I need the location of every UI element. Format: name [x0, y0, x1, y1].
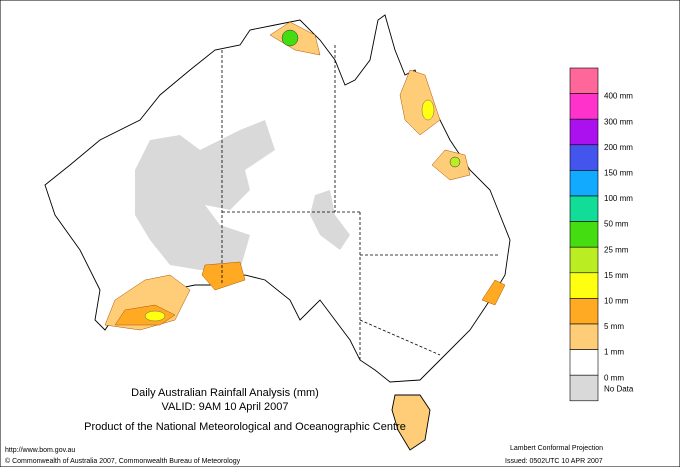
no-data-area: [135, 120, 275, 270]
title: Daily Australian Rainfall Analysis (mm): [131, 387, 319, 399]
legend-label: No Data: [604, 384, 634, 393]
rain-area: [421, 99, 435, 121]
rain-area: [201, 261, 246, 291]
legend-swatch: [569, 93, 599, 120]
legend-swatch: [569, 195, 599, 222]
tasmania: [391, 394, 431, 451]
legend-swatch: [569, 246, 599, 274]
legend-swatch: [569, 67, 599, 94]
legend-label: 1 mm: [604, 348, 624, 357]
rain-area: [144, 310, 166, 322]
product-line: Product of the National Meteorological a…: [84, 421, 406, 433]
legend-swatch: [569, 221, 599, 248]
map: [44, 14, 511, 451]
legend-label: 400 mm: [604, 92, 633, 101]
rain-area: [281, 29, 299, 47]
legend-swatch: [569, 374, 599, 402]
legend-swatch: [569, 349, 599, 376]
legend-label: 300 mm: [604, 117, 633, 126]
legend: 400 mm 300 mm 200 mm 150 mm 100 mm 50 mm 25 mm…: [569, 67, 634, 402]
copyright: © Commonwealth of Australia 2007, Common…: [5, 457, 241, 465]
legend-swatch: [569, 323, 599, 350]
legend-label: 15 mm: [604, 271, 629, 280]
legend-label: 0 mm: [604, 373, 624, 382]
projection: Lambert Conformal Projection: [510, 445, 603, 452]
legend-label: 5 mm: [604, 322, 624, 331]
issued: Issued: 0502UTC 10 APR 2007: [505, 458, 603, 465]
legend-label: 100 mm: [604, 194, 633, 203]
legend-swatch: [569, 118, 599, 146]
legend-label: 10 mm: [604, 297, 629, 306]
state-border: [359, 319, 441, 356]
legend-swatch: [569, 170, 599, 197]
valid-time: VALID: 9AM 10 April 2007: [162, 401, 289, 413]
legend-label: 25 mm: [604, 245, 629, 254]
url: http://www.bom.gov.au: [5, 447, 75, 454]
legend-label: 150 mm: [604, 169, 633, 178]
legend-swatch: [569, 272, 599, 299]
legend-label: 50 mm: [604, 220, 629, 229]
rain-area: [481, 279, 506, 306]
legend-swatch: [569, 298, 599, 325]
legend-label: 200 mm: [604, 143, 633, 152]
legend-swatch: [569, 144, 599, 171]
rain-area: [449, 156, 461, 168]
no-data-area: [310, 190, 350, 250]
